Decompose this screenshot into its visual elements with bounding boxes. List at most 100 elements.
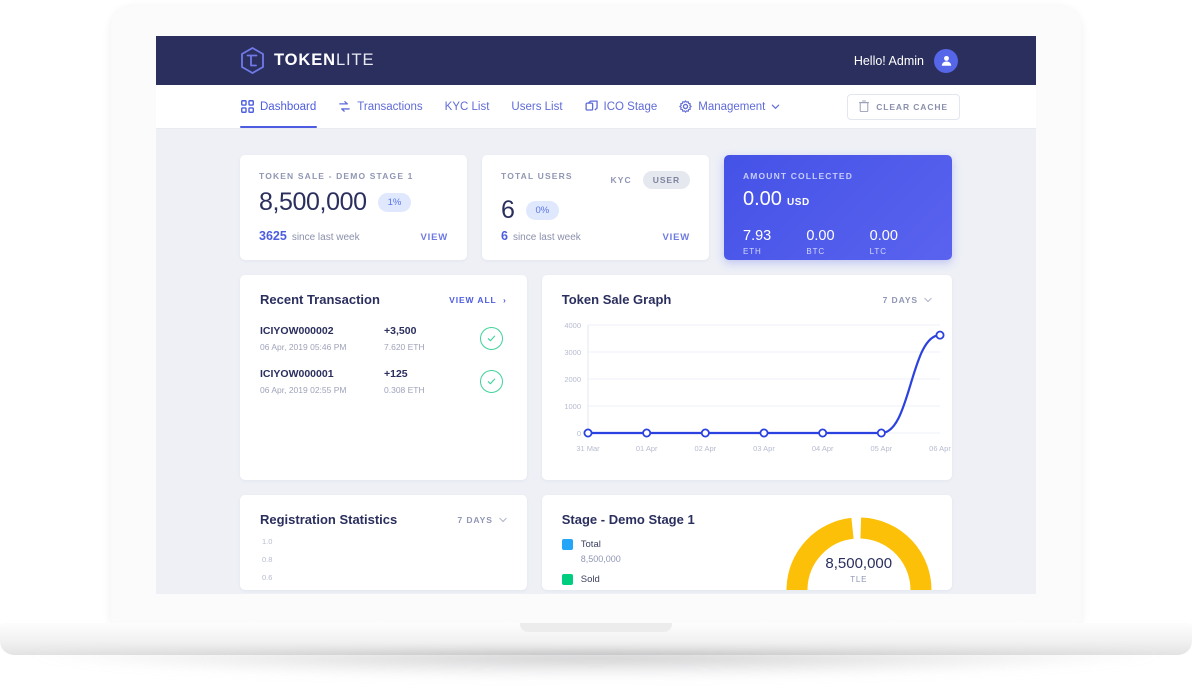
laptop-shadow	[30, 652, 1162, 678]
clear-cache-label: CLEAR CACHE	[876, 101, 948, 112]
total-users-value-row: 6 0%	[501, 196, 690, 225]
token-sale-footer: 3625 since last week VIEW	[259, 227, 448, 245]
transaction-amount-cell: +125 0.308 ETH	[384, 368, 480, 395]
cube-stack-icon	[585, 100, 598, 113]
token-sale-label: TOKEN SALE - DEMO STAGE 1	[259, 171, 414, 181]
chevron-down-icon	[499, 515, 507, 525]
table-row[interactable]: ICIYOW000002 06 Apr, 2019 05:46 PM +3,50…	[260, 319, 507, 362]
stage-title: Stage - Demo Stage 1	[561, 512, 695, 527]
bottom-row: Registration Statistics 7 DAYS 1.0 0.8 0…	[156, 480, 1036, 590]
token-sale-view-link[interactable]: VIEW	[420, 232, 448, 243]
total-users-label: TOTAL USERS	[501, 171, 573, 181]
total-users-since: since last week	[512, 232, 581, 243]
nav-label: Users List	[511, 100, 563, 113]
greeting-text: Hello! Admin	[853, 53, 924, 68]
coin-value: 7.93	[743, 228, 772, 244]
total-users-value: 6	[501, 196, 515, 224]
range-select-7-days[interactable]: 7 DAYS	[883, 295, 932, 305]
svg-text:02 Apr: 02 Apr	[694, 444, 716, 453]
token-sale-percent-badge: 1%	[377, 193, 412, 212]
dashboard-page: TOKEN SALE - DEMO STAGE 1 8,500,000 1% 3…	[156, 129, 1036, 594]
nav-item-kyc-list[interactable]: KYC List	[444, 85, 491, 128]
card-registration-statistics: Registration Statistics 7 DAYS 1.0 0.8 0…	[240, 495, 527, 590]
nav-label: Dashboard	[260, 100, 317, 113]
nav-item-users-list[interactable]: Users List	[510, 85, 563, 128]
svg-text:04 Apr: 04 Apr	[812, 444, 834, 453]
coin-eth: 7.93 ETH	[743, 228, 806, 256]
gauge-center-label: 8,500,000 TLE	[774, 555, 944, 584]
nav-item-transactions[interactable]: Transactions	[337, 85, 423, 128]
token-sale-graph-header: Token Sale Graph 7 DAYS	[542, 275, 952, 307]
laptop-base-notch	[520, 623, 672, 632]
coin-value: 0.00	[806, 228, 835, 244]
transaction-id-cell: ICIYOW000001 06 Apr, 2019 02:55 PM	[260, 368, 384, 395]
chevron-right-icon: ›	[499, 294, 507, 305]
check-circle-icon	[480, 327, 503, 350]
svg-text:31 Mar: 31 Mar	[576, 444, 600, 453]
svg-text:1000: 1000	[564, 402, 581, 411]
nav-item-dashboard[interactable]: Dashboard	[240, 85, 318, 128]
coin-name: ETH	[743, 247, 762, 256]
kyc-label: KYC	[610, 175, 632, 185]
clear-cache-button[interactable]: CLEAR CACHE	[847, 93, 960, 120]
transaction-list: ICIYOW000002 06 Apr, 2019 05:46 PM +3,50…	[240, 307, 527, 405]
total-users-footer: 6 since last week VIEW	[501, 227, 690, 245]
user-avatar-icon[interactable]	[934, 48, 958, 73]
nav-label: Management	[698, 100, 766, 113]
nav-item-ico-stage[interactable]: ICO Stage	[584, 85, 659, 128]
card-total-users: TOTAL USERS KYC USER 6 0% 6 since last we…	[482, 155, 709, 260]
gauge-value: 8,500,000	[825, 555, 893, 572]
svg-text:03 Apr: 03 Apr	[753, 444, 775, 453]
amount-collected-label: AMOUNT COLLECTED	[743, 171, 854, 181]
registration-chart-axis: 1.0 0.8 0.6	[240, 527, 527, 582]
amount-collected-value-row: 0.00 USD	[743, 188, 933, 211]
token-sale-delta: 3625	[259, 229, 287, 243]
transaction-eth: 0.308 ETH	[384, 385, 425, 395]
coin-value: 0.00	[869, 228, 898, 244]
transaction-eth: 7.620 ETH	[384, 342, 425, 352]
card-amount-collected: AMOUNT COLLECTED 0.00 USD 7.93 ETH 0.00 …	[724, 155, 952, 260]
total-users-view-link[interactable]: VIEW	[662, 232, 690, 243]
legend-value: 3,625 *	[581, 589, 675, 590]
view-all-link[interactable]: VIEW ALL ›	[449, 295, 507, 305]
middle-row: Recent Transaction VIEW ALL › ICIYOW0000…	[156, 260, 1036, 480]
token-sale-since: since last week	[291, 232, 360, 243]
check-circle-icon	[480, 370, 503, 393]
svg-text:4000: 4000	[564, 321, 581, 330]
axis-tick: 0.6	[262, 573, 273, 582]
token-sale-line-chart: 0 1000 2000 3000 4000 31 Mar 01 Apr 02 Apr 03 Ap…	[542, 311, 954, 476]
total-users-delta: 6	[501, 229, 508, 243]
axis-tick: 1.0	[262, 537, 273, 546]
transaction-date: 06 Apr, 2019 05:46 PM	[260, 342, 347, 352]
nav-item-management[interactable]: Management	[678, 85, 781, 128]
top-bar: TOKENLITE Hello! Admin	[156, 36, 1036, 85]
card-stage: Stage - Demo Stage 1 Total 8,500,000	[541, 495, 952, 590]
gauge-unit: TLE	[850, 575, 868, 584]
registration-statistics-title: Registration Statistics	[260, 512, 398, 527]
total-users-percent-badge: 0%	[525, 201, 560, 220]
transfer-arrows-icon	[338, 100, 351, 113]
brand-logo[interactable]: TOKENLITE	[240, 46, 374, 75]
transaction-date: 06 Apr, 2019 02:55 PM	[260, 385, 347, 395]
coin-ltc: 0.00 LTC	[870, 228, 933, 256]
card-token-sale: TOKEN SALE - DEMO STAGE 1 8,500,000 1% 3…	[240, 155, 467, 260]
svg-text:01 Apr: 01 Apr	[636, 444, 658, 453]
stats-row: TOKEN SALE - DEMO STAGE 1 8,500,000 1% 3…	[156, 129, 1036, 260]
legend-value: 8,500,000	[580, 554, 621, 564]
kyc-user-badge[interactable]: USER	[642, 171, 690, 189]
legend-swatch	[561, 539, 573, 550]
token-sale-value-row: 8,500,000 1%	[259, 188, 448, 217]
user-greeting[interactable]: Hello! Admin	[853, 48, 958, 73]
nav-label: ICO Stage	[603, 100, 658, 113]
transaction-amount: +3,500	[384, 325, 417, 337]
legend-swatch	[561, 574, 573, 585]
range-label: 7 DAYS	[457, 514, 493, 525]
registration-statistics-header: Registration Statistics 7 DAYS	[240, 495, 527, 527]
main-nav: Dashboard Transactions KYC List Users Li…	[156, 85, 1036, 129]
range-select-7-days[interactable]: 7 DAYS	[457, 514, 507, 525]
nav-label: Transactions	[357, 100, 423, 113]
amount-collected-currency: USD	[786, 197, 810, 208]
coin-name: LTC	[869, 247, 887, 256]
hex-token-logo-icon	[240, 46, 265, 75]
table-row[interactable]: ICIYOW000001 06 Apr, 2019 02:55 PM +125 …	[260, 362, 507, 405]
